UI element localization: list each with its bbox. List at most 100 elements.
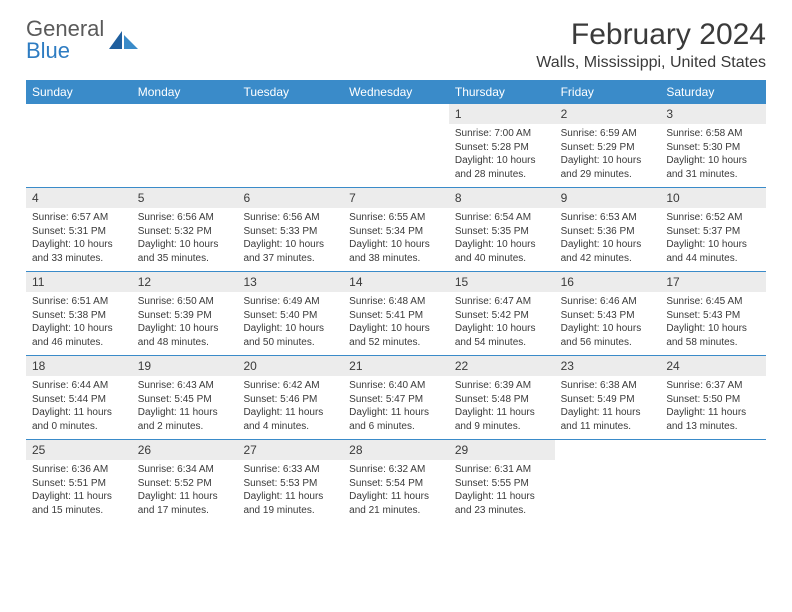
sunrise-text: Sunrise: 6:49 AM: [243, 295, 337, 309]
day-number: 23: [555, 356, 661, 376]
weekday-header: Thursday: [449, 80, 555, 104]
weekday-header-row: Sunday Monday Tuesday Wednesday Thursday…: [26, 80, 766, 104]
sunset-text: Sunset: 5:50 PM: [666, 393, 760, 407]
day-cell: .: [555, 440, 661, 523]
day-cell: 3Sunrise: 6:58 AMSunset: 5:30 PMDaylight…: [660, 104, 766, 187]
day-details: Sunrise: 6:50 AMSunset: 5:39 PMDaylight:…: [132, 292, 238, 355]
month-title: February 2024: [536, 18, 766, 52]
day-details: Sunrise: 6:46 AMSunset: 5:43 PMDaylight:…: [555, 292, 661, 355]
day-number: 18: [26, 356, 132, 376]
sunrise-text: Sunrise: 6:44 AM: [32, 379, 126, 393]
sunrise-text: Sunrise: 6:37 AM: [666, 379, 760, 393]
day-cell: 26Sunrise: 6:34 AMSunset: 5:52 PMDayligh…: [132, 440, 238, 523]
day-cell: 6Sunrise: 6:56 AMSunset: 5:33 PMDaylight…: [237, 188, 343, 271]
sunset-text: Sunset: 5:41 PM: [349, 309, 443, 323]
day-number: 3: [660, 104, 766, 124]
day-details: Sunrise: 6:49 AMSunset: 5:40 PMDaylight:…: [237, 292, 343, 355]
weekday-header: Sunday: [26, 80, 132, 104]
week-row: 25Sunrise: 6:36 AMSunset: 5:51 PMDayligh…: [26, 440, 766, 523]
day-number: 28: [343, 440, 449, 460]
weekday-header: Monday: [132, 80, 238, 104]
sunset-text: Sunset: 5:31 PM: [32, 225, 126, 239]
day-cell: 10Sunrise: 6:52 AMSunset: 5:37 PMDayligh…: [660, 188, 766, 271]
sunset-text: Sunset: 5:29 PM: [561, 141, 655, 155]
day-details: Sunrise: 6:45 AMSunset: 5:43 PMDaylight:…: [660, 292, 766, 355]
sunset-text: Sunset: 5:42 PM: [455, 309, 549, 323]
sunset-text: Sunset: 5:45 PM: [138, 393, 232, 407]
week-row: ....1Sunrise: 7:00 AMSunset: 5:28 PMDayl…: [26, 104, 766, 188]
sunset-text: Sunset: 5:52 PM: [138, 477, 232, 491]
sunrise-text: Sunrise: 6:47 AM: [455, 295, 549, 309]
sunset-text: Sunset: 5:37 PM: [666, 225, 760, 239]
sunrise-text: Sunrise: 6:56 AM: [138, 211, 232, 225]
daylight-text: Daylight: 11 hours and 2 minutes.: [138, 406, 232, 433]
day-cell: 29Sunrise: 6:31 AMSunset: 5:55 PMDayligh…: [449, 440, 555, 523]
day-cell: 11Sunrise: 6:51 AMSunset: 5:38 PMDayligh…: [26, 272, 132, 355]
day-number: 13: [237, 272, 343, 292]
weekday-header: Wednesday: [343, 80, 449, 104]
day-number: 29: [449, 440, 555, 460]
day-cell: 27Sunrise: 6:33 AMSunset: 5:53 PMDayligh…: [237, 440, 343, 523]
sunrise-text: Sunrise: 6:48 AM: [349, 295, 443, 309]
daylight-text: Daylight: 10 hours and 37 minutes.: [243, 238, 337, 265]
sunrise-text: Sunrise: 6:58 AM: [666, 127, 760, 141]
sunset-text: Sunset: 5:28 PM: [455, 141, 549, 155]
calendar: Sunday Monday Tuesday Wednesday Thursday…: [26, 80, 766, 523]
sunrise-text: Sunrise: 6:50 AM: [138, 295, 232, 309]
sunrise-text: Sunrise: 6:38 AM: [561, 379, 655, 393]
day-number: 17: [660, 272, 766, 292]
sunrise-text: Sunrise: 6:52 AM: [666, 211, 760, 225]
daylight-text: Daylight: 10 hours and 40 minutes.: [455, 238, 549, 265]
day-cell: 7Sunrise: 6:55 AMSunset: 5:34 PMDaylight…: [343, 188, 449, 271]
day-details: Sunrise: 6:56 AMSunset: 5:33 PMDaylight:…: [237, 208, 343, 271]
sunrise-text: Sunrise: 6:59 AM: [561, 127, 655, 141]
day-details: Sunrise: 6:53 AMSunset: 5:36 PMDaylight:…: [555, 208, 661, 271]
day-details: Sunrise: 6:59 AMSunset: 5:29 PMDaylight:…: [555, 124, 661, 187]
daylight-text: Daylight: 10 hours and 29 minutes.: [561, 154, 655, 181]
day-details: Sunrise: 6:54 AMSunset: 5:35 PMDaylight:…: [449, 208, 555, 271]
day-number: 21: [343, 356, 449, 376]
day-number: 2: [555, 104, 661, 124]
daylight-text: Daylight: 10 hours and 54 minutes.: [455, 322, 549, 349]
weekday-header: Tuesday: [237, 80, 343, 104]
daylight-text: Daylight: 10 hours and 50 minutes.: [243, 322, 337, 349]
logo-line1: General: [26, 18, 104, 40]
daylight-text: Daylight: 10 hours and 42 minutes.: [561, 238, 655, 265]
day-cell: 24Sunrise: 6:37 AMSunset: 5:50 PMDayligh…: [660, 356, 766, 439]
sunset-text: Sunset: 5:51 PM: [32, 477, 126, 491]
sunset-text: Sunset: 5:46 PM: [243, 393, 337, 407]
sunset-text: Sunset: 5:49 PM: [561, 393, 655, 407]
day-details: Sunrise: 6:34 AMSunset: 5:52 PMDaylight:…: [132, 460, 238, 523]
logo: General Blue: [26, 18, 140, 62]
daylight-text: Daylight: 10 hours and 48 minutes.: [138, 322, 232, 349]
sunset-text: Sunset: 5:54 PM: [349, 477, 443, 491]
sunset-text: Sunset: 5:43 PM: [666, 309, 760, 323]
daylight-text: Daylight: 10 hours and 46 minutes.: [32, 322, 126, 349]
daylight-text: Daylight: 10 hours and 58 minutes.: [666, 322, 760, 349]
day-cell: 17Sunrise: 6:45 AMSunset: 5:43 PMDayligh…: [660, 272, 766, 355]
day-details: Sunrise: 6:39 AMSunset: 5:48 PMDaylight:…: [449, 376, 555, 439]
day-cell: 20Sunrise: 6:42 AMSunset: 5:46 PMDayligh…: [237, 356, 343, 439]
daylight-text: Daylight: 10 hours and 28 minutes.: [455, 154, 549, 181]
daylight-text: Daylight: 11 hours and 17 minutes.: [138, 490, 232, 517]
day-cell: .: [26, 104, 132, 187]
day-number: 10: [660, 188, 766, 208]
day-details: Sunrise: 6:38 AMSunset: 5:49 PMDaylight:…: [555, 376, 661, 439]
day-number: 15: [449, 272, 555, 292]
day-details: Sunrise: 6:52 AMSunset: 5:37 PMDaylight:…: [660, 208, 766, 271]
day-cell: 2Sunrise: 6:59 AMSunset: 5:29 PMDaylight…: [555, 104, 661, 187]
header: General Blue February 2024 Walls, Missis…: [26, 18, 766, 72]
day-details: Sunrise: 6:57 AMSunset: 5:31 PMDaylight:…: [26, 208, 132, 271]
day-details: Sunrise: 6:31 AMSunset: 5:55 PMDaylight:…: [449, 460, 555, 523]
daylight-text: Daylight: 11 hours and 0 minutes.: [32, 406, 126, 433]
sunrise-text: Sunrise: 6:39 AM: [455, 379, 549, 393]
sunrise-text: Sunrise: 6:32 AM: [349, 463, 443, 477]
day-number: 26: [132, 440, 238, 460]
week-row: 4Sunrise: 6:57 AMSunset: 5:31 PMDaylight…: [26, 188, 766, 272]
sunset-text: Sunset: 5:43 PM: [561, 309, 655, 323]
day-details: Sunrise: 6:44 AMSunset: 5:44 PMDaylight:…: [26, 376, 132, 439]
day-cell: 12Sunrise: 6:50 AMSunset: 5:39 PMDayligh…: [132, 272, 238, 355]
day-cell: 21Sunrise: 6:40 AMSunset: 5:47 PMDayligh…: [343, 356, 449, 439]
day-cell: 28Sunrise: 6:32 AMSunset: 5:54 PMDayligh…: [343, 440, 449, 523]
day-details: Sunrise: 6:55 AMSunset: 5:34 PMDaylight:…: [343, 208, 449, 271]
